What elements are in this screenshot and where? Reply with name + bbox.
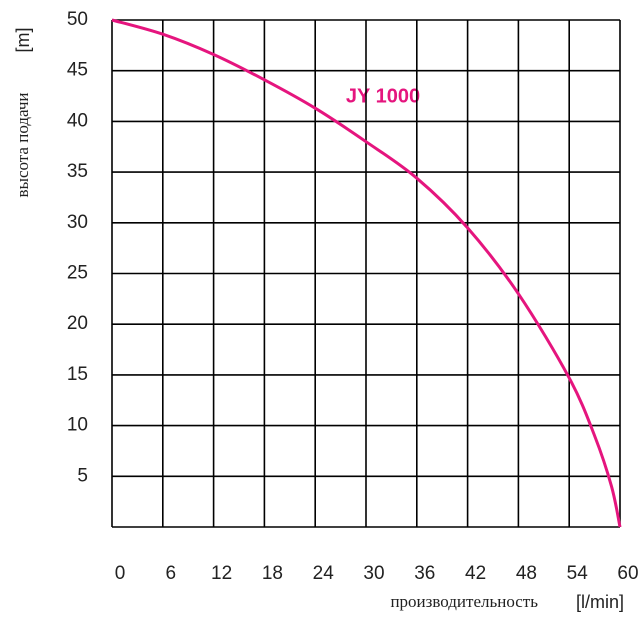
x-axis-unit: [l/min] — [576, 592, 624, 612]
annotation: JY 1000 — [346, 85, 420, 107]
x-tick-label: 24 — [313, 563, 335, 584]
x-tick-label: 42 — [465, 563, 486, 584]
x-tick-label: 48 — [516, 563, 537, 584]
y-tick-label: 25 — [67, 263, 88, 284]
x-tick-label: 12 — [211, 563, 232, 584]
y-tick-label: 20 — [67, 313, 88, 334]
y-tick-label: 40 — [67, 110, 88, 131]
x-tick-label: 18 — [262, 563, 283, 584]
x-tick-label: 0 — [115, 563, 126, 584]
x-tick-label: 60 — [617, 563, 638, 584]
y-axis-unit: [m] — [13, 28, 33, 53]
y-tick-label: 5 — [77, 465, 88, 486]
y-tick-label: 30 — [67, 212, 88, 233]
y-axis-label: высота подачи — [13, 93, 32, 198]
y-tick-label: 10 — [67, 415, 88, 436]
x-axis-label: производительность — [390, 592, 538, 611]
y-tick-label: 15 — [67, 364, 88, 385]
x-tick-label: 30 — [363, 563, 384, 584]
y-tick-label: 35 — [67, 161, 88, 182]
y-tick-label: 45 — [67, 60, 88, 81]
x-tick-label: 54 — [567, 563, 589, 584]
x-tick-label: 36 — [414, 563, 435, 584]
y-tick-label: 50 — [67, 9, 88, 30]
curve — [111, 18, 622, 528]
x-tick-label: 6 — [166, 563, 177, 584]
